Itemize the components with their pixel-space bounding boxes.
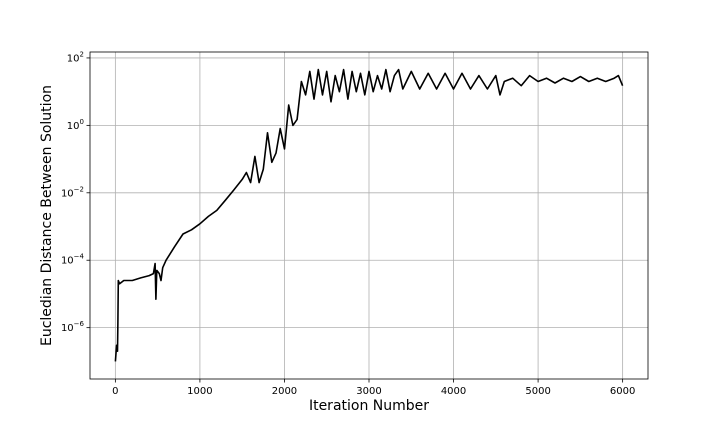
x-tick-label: 6000 [610,386,635,397]
y-tick-labels: 10−6 10−4 10−2 100 102 [61,50,85,334]
x-tick-labels: 0 1000 2000 3000 4000 5000 6000 [112,386,635,397]
grid-lines [90,52,648,379]
x-axis-label: Iteration Number [309,398,429,414]
y-tick-label: 102 [67,50,84,64]
tick-marks [86,57,624,383]
y-tick-label: 10−6 [61,320,85,334]
x-tick-label: 5000 [525,386,550,397]
x-tick-label: 3000 [356,386,381,397]
x-tick-label: 1000 [187,386,212,397]
x-tick-label: 4000 [441,386,466,397]
x-tick-label: 0 [112,386,118,397]
y-tick-label: 10−2 [61,185,84,199]
x-tick-label: 2000 [272,386,297,397]
y-axis-label: Eucledian Distance Between Solution [39,85,55,346]
series-line [114,68,624,362]
y-tick-label: 100 [67,118,84,132]
y-tick-label: 10−4 [61,253,85,267]
